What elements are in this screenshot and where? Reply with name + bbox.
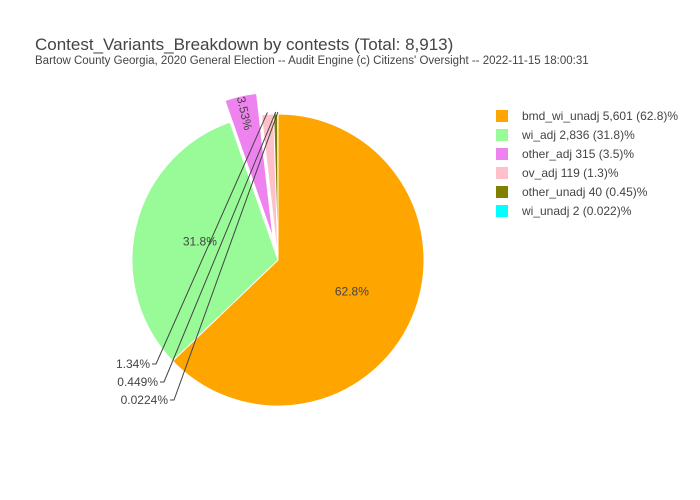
- slice-label-bmd-wi-unadj: 62.8%: [335, 285, 369, 299]
- legend-swatch: [496, 185, 508, 198]
- chart-subtitle: Bartow County Georgia, 2020 General Elec…: [35, 55, 589, 67]
- legend-item-wi-unadj[interactable]: wi_unadj 2 (0.022)%: [496, 201, 678, 220]
- legend-item-bmd-wi-unadj[interactable]: bmd_wi_unadj 5,601 (62.8)%: [496, 106, 678, 125]
- slice-label-other-unadj: 0.449%: [117, 375, 158, 389]
- legend-item-other-adj[interactable]: other_adj 315 (3.5)%: [496, 144, 678, 163]
- legend-item-other-unadj[interactable]: other_unadj 40 (0.45)%: [496, 182, 678, 201]
- legend-swatch: [496, 128, 508, 141]
- pie-labels: 62.8%31.8%3.53%1.34%0.449%0.0224%: [116, 95, 369, 407]
- pie-slice-other-adj[interactable]: [224, 92, 274, 239]
- legend-label: other_adj 315 (3.5)%: [522, 146, 635, 161]
- legend-swatch: [496, 204, 508, 217]
- leader-line-wi-unadj: [170, 111, 279, 401]
- legend-label: wi_adj 2,836 (31.8)%: [522, 127, 635, 142]
- legend-swatch: [496, 147, 508, 160]
- legend-label: bmd_wi_unadj 5,601 (62.8)%: [522, 108, 679, 123]
- legend-swatch: [496, 109, 508, 122]
- legend-label: other_unadj 40 (0.45)%: [522, 184, 648, 199]
- leader-line-other-unadj: [160, 111, 277, 383]
- pie-slice-bmd-wi-unadj[interactable]: [171, 113, 425, 407]
- slice-label-wi-unadj: 0.0224%: [121, 393, 169, 407]
- pie-slice-wi-adj[interactable]: [131, 121, 279, 362]
- legend: bmd_wi_unadj 5,601 (62.8)% wi_adj 2,836 (…: [496, 106, 678, 220]
- pie-slices: [131, 92, 425, 407]
- slice-label-ov-adj: 1.34%: [116, 357, 150, 371]
- legend-item-wi-adj[interactable]: wi_adj 2,836 (31.8)%: [496, 125, 678, 144]
- legend-label: wi_unadj 2 (0.022)%: [522, 203, 632, 218]
- leader-line-ov-adj: [152, 112, 268, 365]
- chart-title: Contest_Variants_Breakdown by contests (…: [35, 35, 454, 54]
- legend-label: ov_adj 119 (1.3)%: [522, 165, 619, 180]
- legend-item-ov-adj[interactable]: ov_adj 119 (1.3)%: [496, 163, 678, 182]
- legend-swatch: [496, 166, 508, 179]
